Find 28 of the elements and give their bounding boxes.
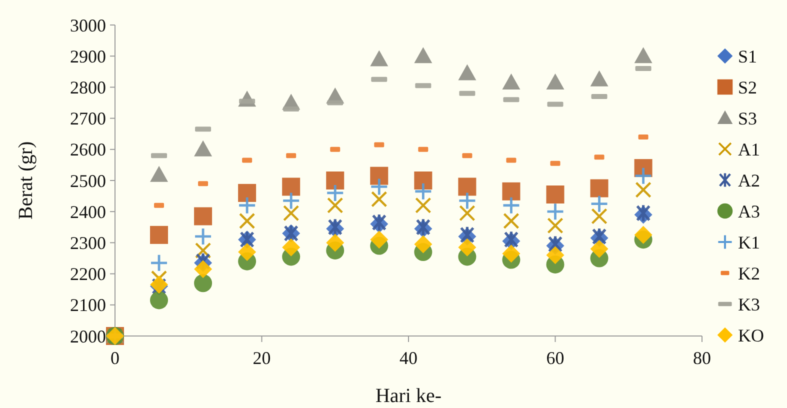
y-tick-label: 2600 — [70, 140, 106, 160]
legend-label: K2 — [738, 263, 760, 284]
legend-label: K1 — [738, 232, 760, 252]
y-tick-label: 2100 — [70, 295, 106, 316]
y-tick-label: 3000 — [70, 15, 106, 36]
x-axis-title: Hari ke- — [375, 385, 442, 407]
legend-label: S2 — [738, 77, 758, 98]
x-tick-label: 40 — [400, 348, 418, 368]
legend-label: A2 — [738, 170, 760, 190]
y-tick-label: 2300 — [70, 233, 106, 253]
y-tick-label: 2400 — [70, 202, 106, 222]
y-tick-label: 2500 — [70, 170, 106, 191]
y-tick-label: 2200 — [70, 264, 106, 284]
legend-label: S3 — [738, 108, 758, 128]
y-tick-label: 2700 — [70, 108, 106, 129]
legend-label: KO — [738, 325, 764, 346]
legend-label: S1 — [738, 46, 758, 66]
y-tick-label: 2800 — [70, 78, 106, 98]
x-tick-label: 20 — [252, 348, 271, 368]
x-tick-label: 60 — [546, 348, 564, 368]
legend-label: A3 — [738, 201, 760, 222]
x-tick-label: 0 — [110, 348, 120, 368]
legend-label: A1 — [738, 139, 760, 160]
y-tick-label: 2900 — [70, 46, 106, 66]
x-tick-label: 80 — [693, 348, 711, 368]
y-axis-title: Berat (gr) — [15, 141, 37, 220]
legend-label: K3 — [738, 294, 760, 314]
y-tick-label: 2000 — [70, 326, 106, 346]
